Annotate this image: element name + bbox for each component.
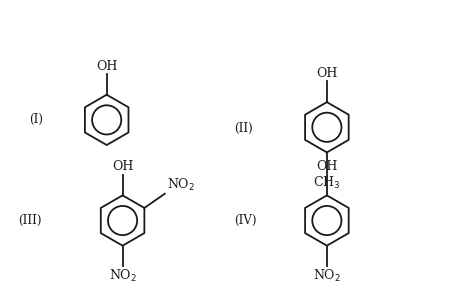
Text: OH: OH bbox=[316, 160, 338, 173]
Text: (IV): (IV) bbox=[234, 214, 257, 227]
Text: NO$_2$: NO$_2$ bbox=[109, 268, 137, 284]
Text: (III): (III) bbox=[18, 214, 42, 227]
Text: NO$_2$: NO$_2$ bbox=[167, 176, 195, 192]
Text: (II): (II) bbox=[234, 122, 252, 135]
Text: (I): (I) bbox=[30, 113, 44, 126]
Text: OH: OH bbox=[112, 160, 133, 173]
Text: CH$_3$: CH$_3$ bbox=[313, 175, 340, 191]
Text: OH: OH bbox=[316, 67, 338, 80]
Text: OH: OH bbox=[96, 59, 118, 73]
Text: NO$_2$: NO$_2$ bbox=[313, 268, 341, 284]
